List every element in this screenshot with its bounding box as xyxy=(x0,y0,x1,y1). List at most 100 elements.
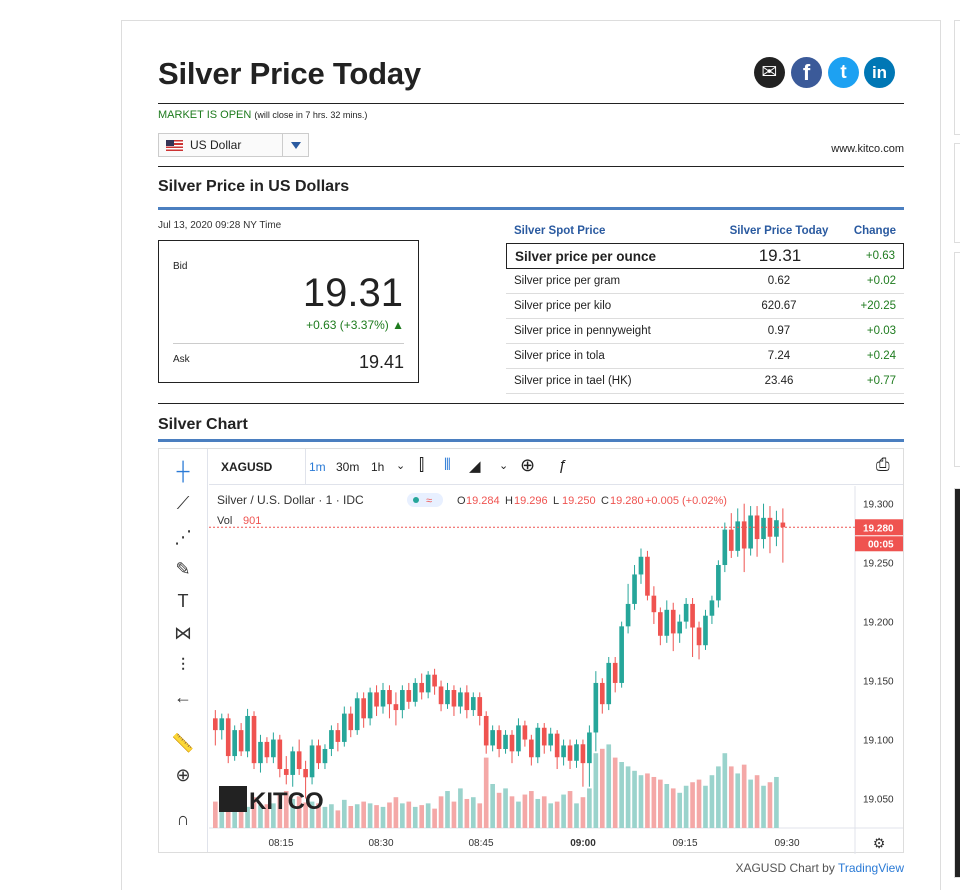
volume-bar xyxy=(774,776,779,828)
area-chart-icon[interactable]: ◢ xyxy=(469,458,481,475)
y-tick-label: 19.100 xyxy=(863,736,894,747)
candle xyxy=(329,730,334,749)
candle xyxy=(225,718,231,757)
volume-bar xyxy=(625,766,631,828)
candle xyxy=(554,733,560,758)
zoom-in-icon[interactable]: ⊕ xyxy=(175,765,191,785)
candle xyxy=(290,751,296,775)
chevron-down-icon[interactable]: ⌄ xyxy=(396,460,406,472)
candle xyxy=(716,565,721,601)
brush-icon[interactable]: ✎ xyxy=(175,559,191,579)
magnet-icon[interactable]: ∩ xyxy=(176,809,190,829)
candle xyxy=(541,727,547,746)
chevron-down-icon[interactable]: ⌄ xyxy=(499,460,509,472)
candle xyxy=(709,600,715,616)
candle xyxy=(412,682,418,702)
vol-value: 901 xyxy=(243,515,261,527)
candle xyxy=(393,704,399,711)
candle xyxy=(264,741,270,758)
site-link[interactable]: www.kitco.com xyxy=(831,143,904,155)
candle xyxy=(728,529,734,551)
sidebar-ad-4 xyxy=(954,488,960,878)
volume-bar xyxy=(754,775,760,828)
sidebar-ad-1 xyxy=(954,20,960,135)
caption-prefix: XAGUSD Chart by xyxy=(735,861,838,875)
twitter-share-icon[interactable]: t xyxy=(828,57,859,88)
candle xyxy=(516,725,521,752)
sidebar-ad-2 xyxy=(954,143,960,243)
text-tool-icon[interactable]: T xyxy=(177,591,189,611)
time-tag-bg xyxy=(855,536,903,552)
candle xyxy=(348,713,354,731)
candle xyxy=(625,603,631,627)
interval-30m[interactable]: 30m xyxy=(336,460,360,474)
currency-select[interactable]: US Dollar xyxy=(158,133,309,157)
candle xyxy=(522,725,528,740)
market-close-time: (will close in 7 hrs. 32 mins.) xyxy=(254,110,368,120)
candle xyxy=(406,690,412,702)
volume-bar xyxy=(567,791,573,828)
candle xyxy=(470,697,476,711)
volume-bar xyxy=(561,794,566,828)
ruler-icon[interactable]: 📏 xyxy=(171,733,195,753)
candle xyxy=(400,690,405,711)
volume-bar xyxy=(716,766,721,828)
volume-bar xyxy=(483,757,489,828)
interval-1m[interactable]: 1m xyxy=(309,460,326,474)
compare-icon[interactable]: ⊕ xyxy=(520,455,536,475)
price-table-header: Silver Spot Price Silver Price Today Cha… xyxy=(506,223,904,243)
ohlc-label: O xyxy=(457,495,466,507)
wave-icon: ≈ xyxy=(426,495,432,507)
trendline-icon[interactable]: ⟋ xyxy=(176,493,190,513)
bar-chart-icon[interactable]: ⫿ xyxy=(419,457,425,474)
volume-bar xyxy=(309,801,315,828)
row-label: Silver price in tola xyxy=(514,350,605,362)
volume-bar xyxy=(658,779,663,828)
candle xyxy=(619,626,624,683)
volume-bar xyxy=(432,808,437,828)
volume-bar xyxy=(477,803,483,828)
email-share-icon[interactable]: ✉ xyxy=(754,57,785,88)
candle xyxy=(438,686,444,705)
drawing-toolbar: ┼ ⟋ ⋰ ✎ T ⋈ ⫶ ← 📏 ⊕ ∩ xyxy=(159,449,208,852)
volume-bar xyxy=(277,794,283,828)
table-row: Silver price per gram 0.62 +0.02 xyxy=(506,269,904,294)
volume-bar xyxy=(225,808,231,828)
volume-bar xyxy=(445,791,450,828)
crosshair-icon[interactable]: ┼ xyxy=(176,461,190,481)
volume-bar xyxy=(245,806,250,828)
volume-bar xyxy=(283,791,289,828)
fib-tool-icon[interactable]: ⋰ xyxy=(174,527,192,547)
candle xyxy=(606,662,612,705)
chevron-down-icon[interactable] xyxy=(282,134,308,156)
candle xyxy=(574,744,579,761)
volume-bar xyxy=(696,779,702,828)
vol-label: Vol xyxy=(217,515,232,527)
us-flag-icon xyxy=(166,140,183,151)
interval-1h[interactable]: 1h xyxy=(371,460,385,474)
volume-bar xyxy=(425,803,431,828)
candle xyxy=(587,732,592,764)
camera-icon[interactable]: ⎙ xyxy=(876,455,890,474)
arrow-left-icon[interactable]: ← xyxy=(174,687,192,707)
price-chart[interactable]: 19.300 19.250 19.200 19.150 19.100 19.050 19.2… xyxy=(209,486,903,854)
forecast-tool-icon[interactable]: ⫶ xyxy=(180,655,186,675)
volume-bar xyxy=(683,785,689,828)
section-underline xyxy=(158,207,904,210)
volume-bar xyxy=(406,801,412,828)
tradingview-widget: ┼ ⟋ ⋰ ✎ T ⋈ ⫶ ← 📏 ⊕ ∩ XAGUSD 1m 30m 1h ⌄… xyxy=(158,448,904,854)
volume-bar xyxy=(464,798,470,828)
pattern-tool-icon[interactable]: ⋈ xyxy=(174,623,192,643)
candles-icon[interactable]: ⫴ xyxy=(444,457,451,474)
volume-bar xyxy=(303,802,308,828)
candle xyxy=(341,713,347,742)
volume-bar xyxy=(703,785,708,828)
facebook-share-icon[interactable]: f xyxy=(791,57,822,88)
bid-ask-box: Bid 19.31 +0.63 (+3.37%) ▲ Ask 19.41 xyxy=(158,240,419,383)
symbol-label[interactable]: XAGUSD xyxy=(221,460,273,474)
x-tick-label: 08:15 xyxy=(268,838,293,849)
tradingview-link[interactable]: TradingView xyxy=(837,861,904,875)
indicators-icon[interactable]: ƒ xyxy=(558,457,567,474)
ohlc-value: 19.296 xyxy=(514,495,548,507)
linkedin-share-icon[interactable]: in xyxy=(864,57,895,88)
